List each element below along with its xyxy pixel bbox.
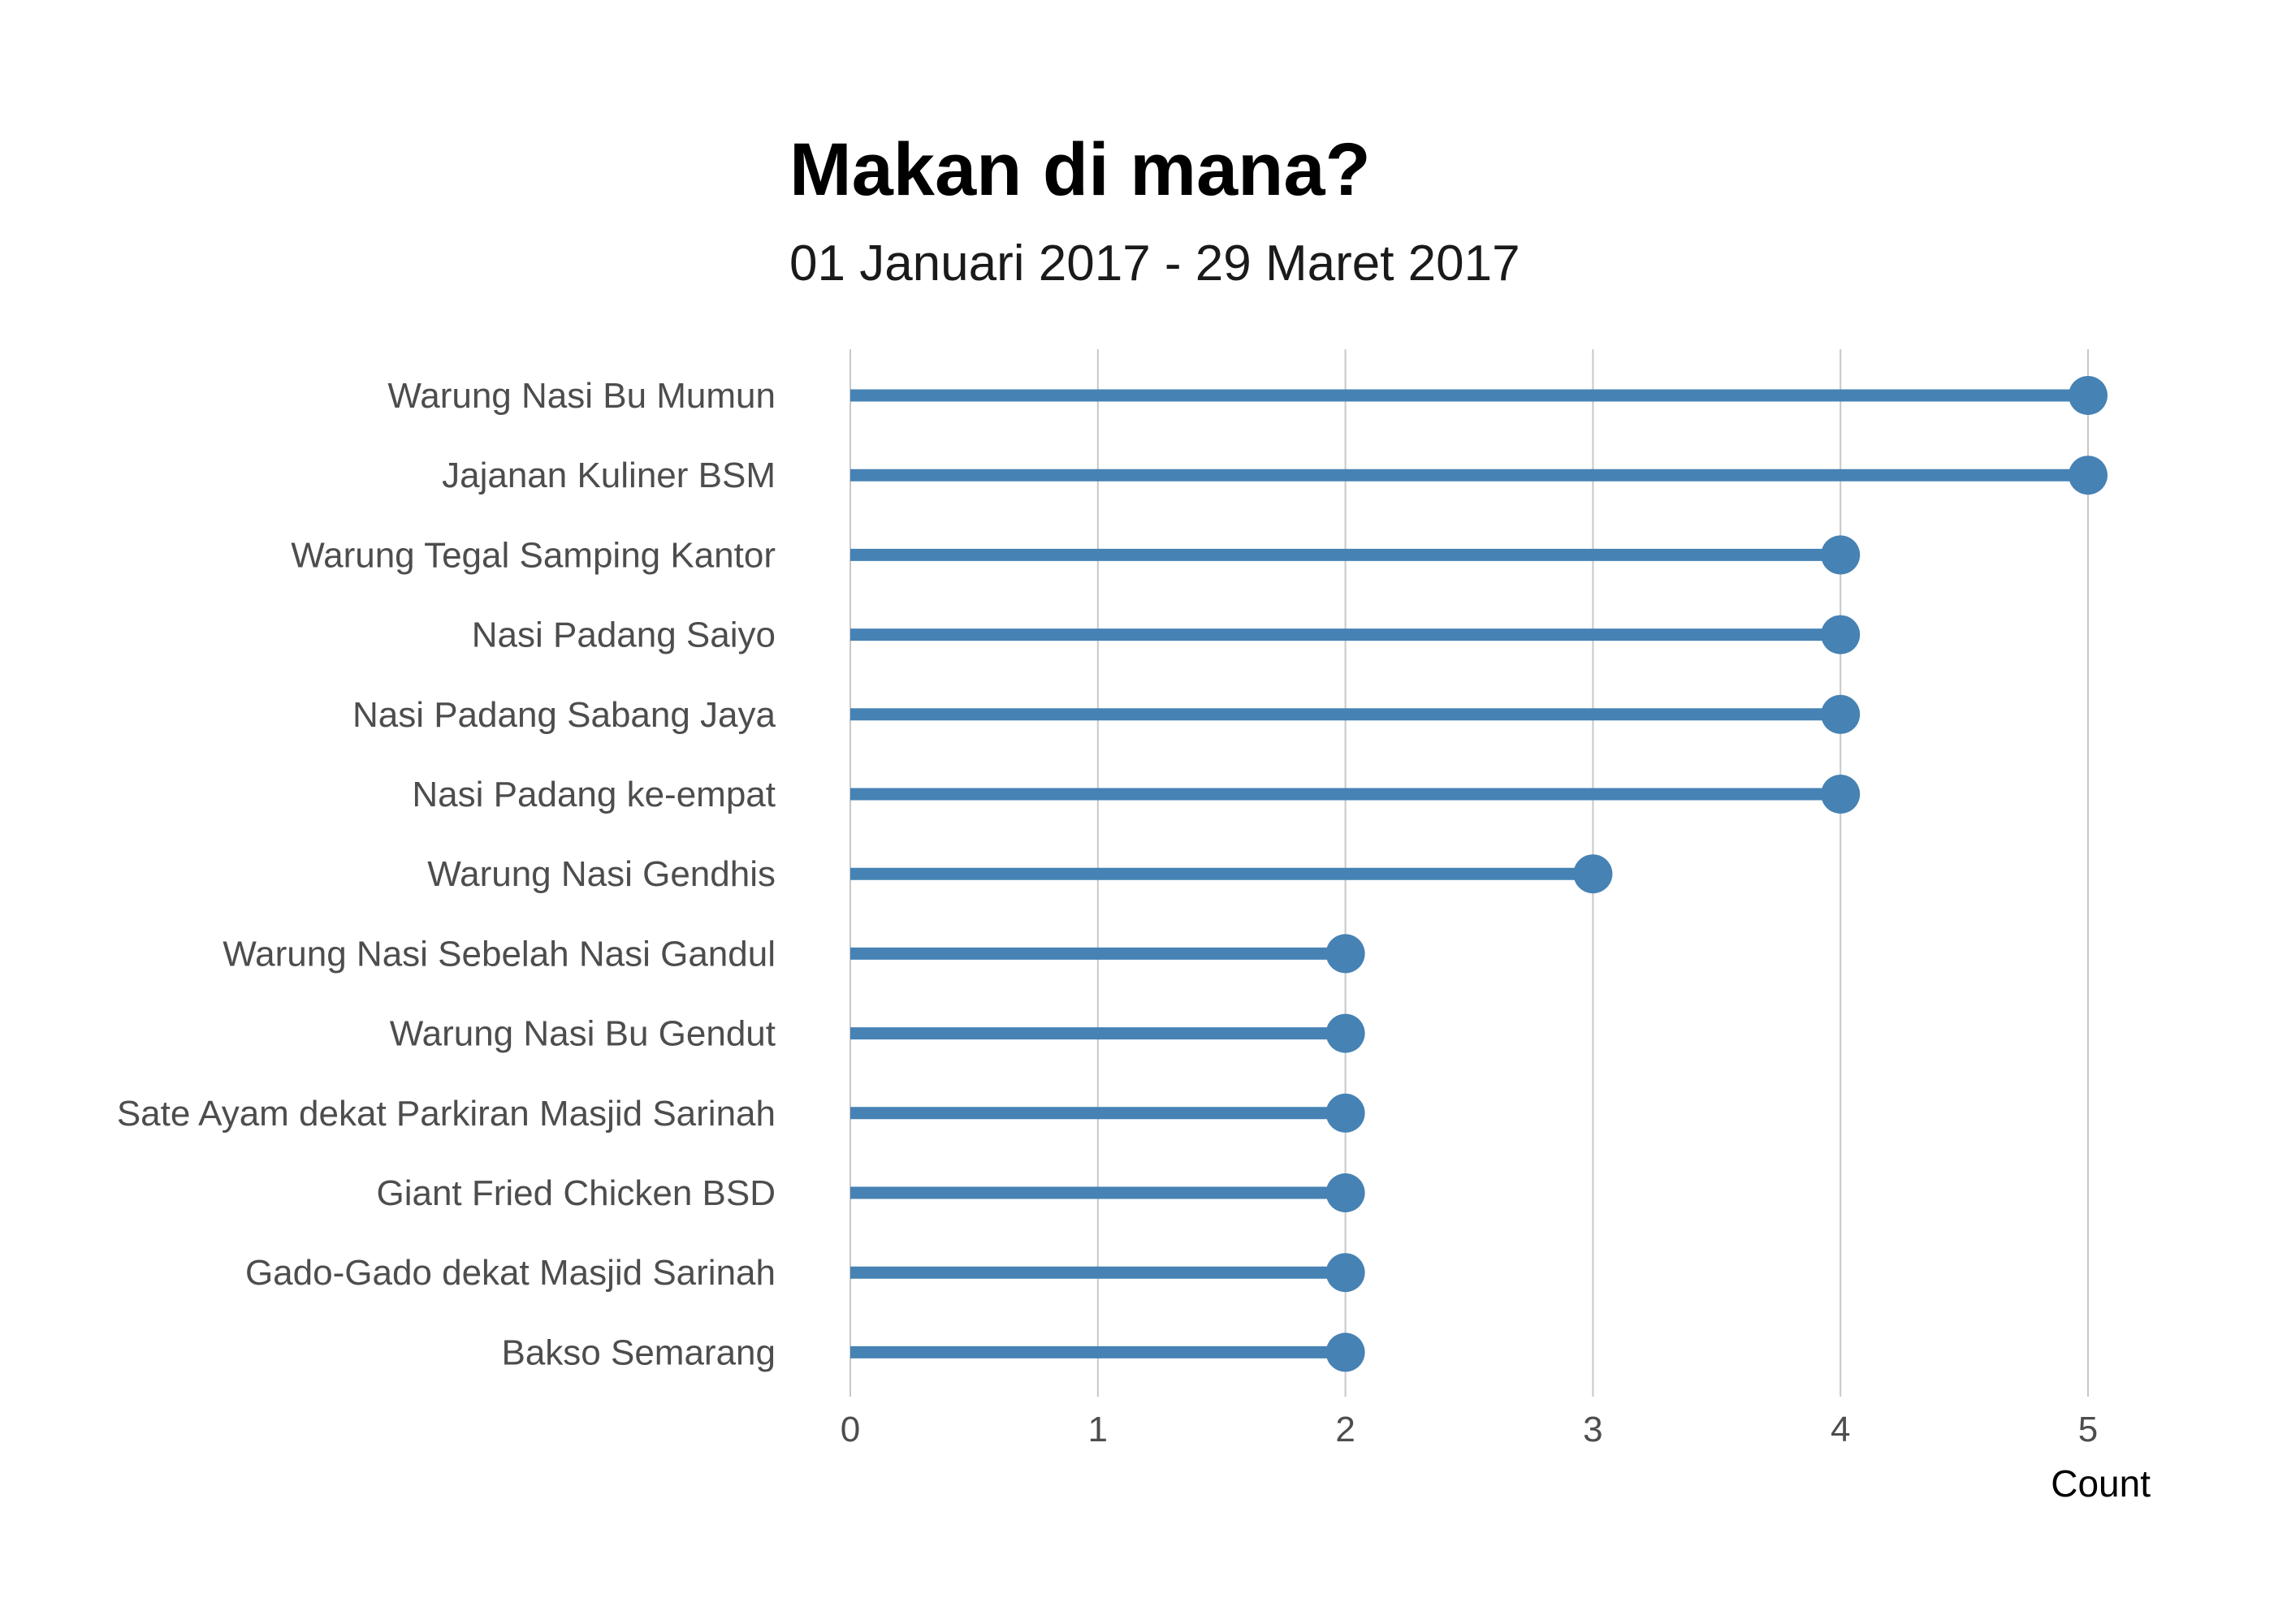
category-label: Nasi Padang ke-empat <box>412 775 776 814</box>
chart-subtitle: 01 Januari 2017 - 29 Maret 2017 <box>789 235 1520 292</box>
lollipop-point <box>1325 1013 1365 1053</box>
lollipop-marks <box>850 376 2108 1372</box>
category-label: Warung Nasi Bu Mumun <box>387 376 776 416</box>
x-tick-label: 2 <box>1335 1410 1355 1449</box>
x-tick-label: 0 <box>841 1410 860 1449</box>
lollipop-point <box>2069 376 2108 415</box>
x-tick-label: 3 <box>1583 1410 1602 1449</box>
x-axis-title: Count <box>2051 1462 2151 1505</box>
lollipop-point <box>2069 456 2108 495</box>
category-labels: Warung Nasi Bu Mumun Jajanan Kuliner BSM W… <box>117 376 776 1372</box>
lollipop-point <box>1821 775 1861 814</box>
category-label: Nasi Padang Sabang Jaya <box>352 695 776 735</box>
lollipop-point <box>1325 1332 1365 1372</box>
chart-title: Makan di mana? <box>789 128 1371 211</box>
lollipop-point <box>1821 694 1861 734</box>
lollipop-point <box>1821 615 1861 654</box>
x-tick-label: 5 <box>2078 1410 2098 1449</box>
lollipop-point <box>1325 1093 1365 1133</box>
category-label: Bakso Semarang <box>501 1332 776 1372</box>
category-label: Jajanan Kuliner BSM <box>442 456 776 495</box>
category-label: Warung Nasi Gendhis <box>427 854 776 894</box>
lollipop-point <box>1325 934 1365 974</box>
lollipop-point <box>1325 1253 1365 1293</box>
category-label: Giant Fried Chicken BSD <box>376 1173 776 1213</box>
lollipop-point <box>1821 535 1861 575</box>
lollipop-point <box>1573 854 1613 894</box>
x-tick-label: 4 <box>1831 1410 1850 1449</box>
x-axis-ticks: 0 1 2 3 4 5 <box>841 1410 2098 1449</box>
category-label: Nasi Padang Saiyo <box>472 615 776 655</box>
category-label: Sate Ayam dekat Parkiran Masjid Sarinah <box>117 1094 776 1134</box>
x-tick-label: 1 <box>1088 1410 1108 1449</box>
category-label: Gado-Gado dekat Masjid Sarinah <box>245 1253 776 1293</box>
category-label: Warung Nasi Sebelah Nasi Gandul <box>223 934 776 974</box>
category-label: Warung Tegal Samping Kantor <box>291 535 776 575</box>
lollipop-point <box>1325 1173 1365 1212</box>
category-label: Warung Nasi Bu Gendut <box>390 1014 776 1054</box>
